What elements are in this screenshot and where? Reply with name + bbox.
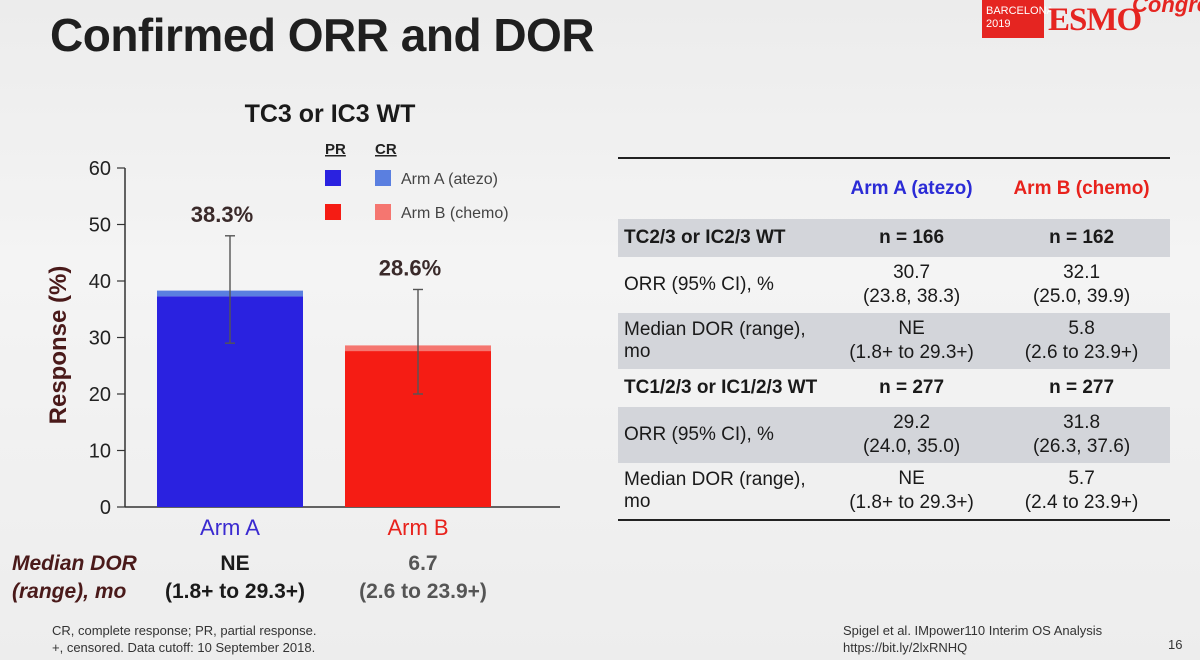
table-row: ORR (95% CI), % 30.7 (23.8, 38.3) 32.1 (… (618, 257, 1170, 313)
x-tick-label: Arm A (200, 515, 260, 540)
row-label: ORR (95% CI), % (624, 274, 774, 295)
table-header-empty (618, 158, 830, 219)
value-main: 5.8 (1068, 318, 1095, 339)
value-main: 30.7 (893, 262, 931, 283)
chart-title: TC3 or IC3 WT (245, 100, 416, 128)
section-name: TC1/2/3 or IC1/2/3 WT (624, 377, 818, 398)
median-dor-label: Median DOR (range), mo (12, 550, 137, 606)
reference: Spigel et al. IMpower110 Interim OS Anal… (843, 622, 1102, 656)
value-main: 32.1 (1063, 262, 1101, 283)
footnote-line: +, censored. Data cutoff: 10 September 2… (52, 640, 316, 655)
median-dor-arm-a-value: NE (220, 552, 250, 575)
logo-congress-text: Congress (1132, 0, 1200, 17)
data-label: 38.3% (191, 202, 253, 227)
value-main: NE (898, 318, 925, 339)
table-row: ORR (95% CI), % 29.2 (24.0, 35.0) 31.8 (… (618, 407, 1170, 463)
legend-swatch-pr (325, 204, 341, 220)
section-n-arm-a: n = 166 (830, 219, 994, 257)
median-dor-arm-a-range: (1.8+ to 29.3+) (164, 580, 306, 603)
reference-link[interactable]: https://bit.ly/2lxRNHQ (843, 640, 968, 655)
value-main: 29.2 (893, 412, 931, 433)
row-value-arm-b: 32.1 (25.0, 39.9) (993, 257, 1170, 313)
logo-wordmark: ESMO (1048, 2, 1142, 38)
y-tick-label: 20 (89, 384, 111, 406)
table-row: Median DOR (range), mo NE (1.8+ to 29.3+… (618, 463, 1170, 520)
table-row: Median DOR (range), mo NE (1.8+ to 29.3+… (618, 313, 1170, 369)
legend-label: Arm A (atezo) (401, 171, 498, 188)
section-n-arm-b: n = 162 (993, 219, 1170, 257)
y-tick-label: 50 (89, 215, 111, 237)
row-label: Median DOR (range), mo (624, 469, 806, 512)
value-range: (26.3, 37.6) (1032, 436, 1131, 457)
row-value-arm-b: 5.7 (2.4 to 23.9+) (993, 463, 1170, 520)
median-dor-label-line2: (range), mo (12, 580, 127, 603)
row-value-arm-a: 29.2 (24.0, 35.0) (830, 407, 994, 463)
value-range: (25.0, 39.9) (1032, 286, 1131, 307)
y-tick-label: 0 (100, 497, 111, 519)
section-name: TC2/3 or IC2/3 WT (618, 219, 830, 257)
section-n-arm-b: n = 277 (1049, 377, 1115, 398)
value-main: 5.7 (1068, 468, 1095, 489)
page-number: 16 (1168, 637, 1183, 652)
y-tick-label: 40 (89, 271, 111, 293)
footnote-line: CR, complete response; PR, partial respo… (52, 623, 317, 638)
row-value-arm-a: 30.7 (23.8, 38.3) (830, 257, 993, 313)
value-range: (2.4 to 23.9+) (1024, 492, 1139, 513)
table-header-row: Arm A (atezo) Arm B (chemo) (618, 158, 1170, 219)
slide-title: Confirmed ORR and DOR (50, 9, 595, 61)
value-range: (1.8+ to 29.3+) (849, 492, 974, 513)
table-header-arm-b: Arm B (chemo) (1013, 178, 1150, 199)
legend-header: PR (325, 141, 346, 158)
data-label: 28.6% (379, 255, 441, 280)
value-range: (24.0, 35.0) (862, 436, 961, 457)
footnote: CR, complete response; PR, partial respo… (52, 622, 316, 656)
legend-swatch-cr (375, 204, 391, 220)
median-dor-arm-b: 6.7 (2.6 to 23.9+) (323, 550, 523, 606)
y-axis-label: Response (%) (45, 266, 72, 425)
esmo-logo: BARCELONA 2019 ESMO Congress (982, 0, 1200, 44)
legend-label: Arm B (chemo) (401, 205, 509, 222)
table-header-arm-a: Arm A (atezo) (850, 178, 973, 199)
orr-dor-table: Arm A (atezo) Arm B (chemo) TC2/3 or IC2… (618, 157, 1170, 521)
reference-citation: Spigel et al. IMpower110 Interim OS Anal… (843, 623, 1103, 638)
legend-header: CR (375, 141, 397, 158)
value-range: (1.8+ to 29.3+) (849, 342, 974, 363)
value-main: NE (898, 468, 925, 489)
row-label: ORR (95% CI), % (618, 407, 830, 463)
y-tick-label: 10 (89, 441, 111, 463)
table-section-row: TC1/2/3 or IC1/2/3 WT n = 277 n = 277 (618, 369, 1170, 407)
median-dor-arm-a: NE (1.8+ to 29.3+) (135, 550, 335, 606)
value-main: 31.8 (1063, 412, 1101, 433)
row-value-arm-b: 31.8 (26.3, 37.6) (993, 407, 1170, 463)
y-tick-label: 30 (89, 328, 111, 350)
median-dor-arm-b-value: 6.7 (408, 552, 438, 575)
value-range: (2.6 to 23.9+) (1024, 342, 1139, 363)
chart-marks: 0 10 20 30 40 50 60 38.3% Arm A 28.6% Arm B (89, 158, 560, 540)
value-range: (23.8, 38.3) (862, 286, 961, 307)
median-dor-arm-b-range: (2.6 to 23.9+) (359, 580, 487, 603)
median-dor-label-line1: Median DOR (12, 552, 137, 575)
row-value-arm-a: NE (1.8+ to 29.3+) (830, 463, 993, 520)
row-value-arm-a: NE (1.8+ to 29.3+) (830, 313, 994, 369)
y-tick-label: 60 (89, 158, 111, 180)
row-label: Median DOR (range), mo (618, 313, 830, 369)
logo-year-box: BARCELONA 2019 (982, 0, 1054, 38)
row-value-arm-b: 5.8 (2.6 to 23.9+) (993, 313, 1170, 369)
legend-swatch-pr (325, 170, 341, 186)
legend-swatch-cr (375, 170, 391, 186)
section-n-arm-a: n = 277 (879, 377, 945, 398)
x-tick-label: Arm B (387, 515, 448, 540)
table-section-row: TC2/3 or IC2/3 WT n = 166 n = 162 (618, 219, 1170, 257)
